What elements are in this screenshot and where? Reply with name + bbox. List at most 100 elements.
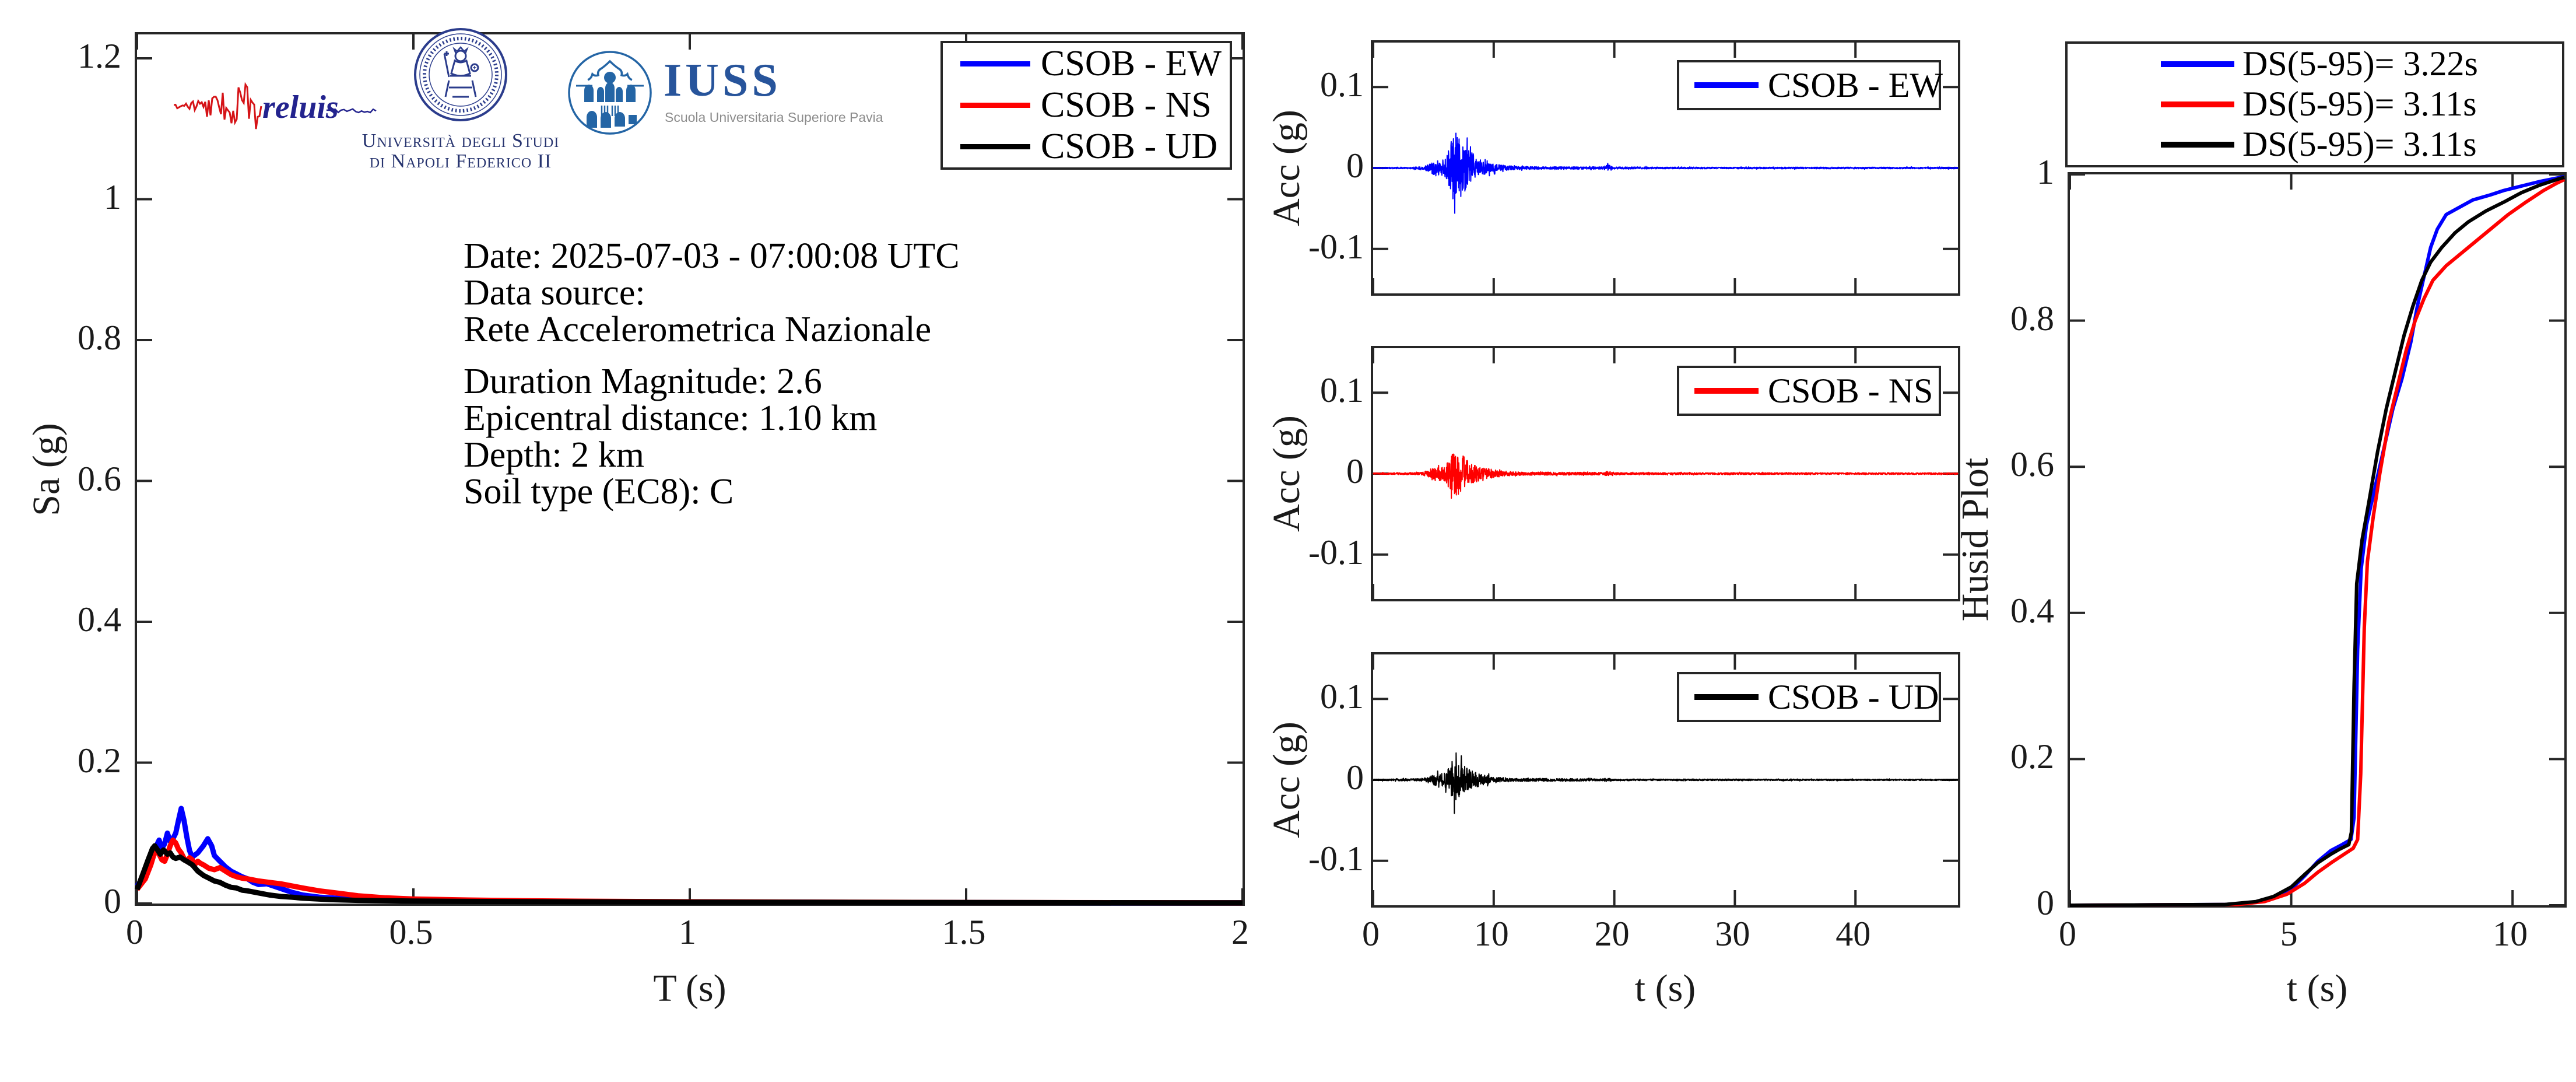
spectrum-legend: CSOB - EW CSOB - NS CSOB - UD xyxy=(940,41,1232,170)
legend-row: CSOB - NS xyxy=(1679,368,1939,414)
iuss-emblem-icon xyxy=(568,51,652,135)
husid-xtick-label: 0 xyxy=(2059,915,2076,953)
husid-plot-axes xyxy=(2068,172,2567,908)
spectrum-ytick-label: 0.4 xyxy=(78,600,121,639)
husid-x-axis-label: t (s) xyxy=(2286,967,2348,1010)
husid-xtick-label: 5 xyxy=(2280,915,2298,953)
unina-wordmark-line1: Università degli Studi xyxy=(362,130,560,152)
iuss-acronym: IUSS xyxy=(664,55,781,106)
event-date: Date: 2025-07-03 - 07:00:08 UTC xyxy=(464,236,960,276)
acc_ns-ytick-label: 0.1 xyxy=(1320,371,1364,410)
ns-line-swatch xyxy=(2161,101,2234,107)
duration-magnitude: Duration Magnitude: 2.6 xyxy=(464,362,822,401)
legend-label-ns: CSOB - NS xyxy=(1041,85,1212,125)
husid-series-0 xyxy=(2069,174,2565,907)
acc_ew-ytick-label: 0.1 xyxy=(1320,65,1364,104)
ud-line-swatch xyxy=(960,144,1030,149)
acc-ud-legend: CSOB - UD xyxy=(1677,672,1941,722)
legend-label-ew: CSOB - EW xyxy=(1768,65,1943,104)
acc_ud-xtick-label: 0 xyxy=(1362,915,1380,953)
ew-line-swatch xyxy=(960,61,1030,66)
legend-row: CSOB - NS xyxy=(943,85,1230,126)
ew-line-swatch xyxy=(2161,61,2234,67)
husid-ytick-label: 0 xyxy=(2037,884,2054,922)
spectrum-xtick-label: 2 xyxy=(1231,913,1249,951)
ns-line-swatch xyxy=(1694,388,1759,394)
legend-row: CSOB - UD xyxy=(1679,674,1939,720)
legend-row: CSOB - EW xyxy=(1679,62,1943,108)
spectrum-xtick-label: 0 xyxy=(126,913,143,951)
reluis-seismogram-icon xyxy=(174,82,262,129)
legend-label-ds-ns: DS(5-95)= 3.11s xyxy=(2242,85,2477,123)
event-info-text: Date: 2025-07-03 - 07:00:08 UTC Data sou… xyxy=(464,238,960,510)
legend-row: DS(5-95)= 3.22s xyxy=(2068,44,2562,84)
acc_ud-xtick-label: 40 xyxy=(1836,915,1871,953)
reluis-logo: reluis xyxy=(174,82,377,129)
spectrum-ytick-label: 0 xyxy=(104,882,121,920)
ud-line-swatch xyxy=(2161,141,2234,148)
spectrum-plot-surface xyxy=(134,34,1244,906)
acc_ns-series-0 xyxy=(1373,453,1959,499)
acc_ns-plot-surface xyxy=(1372,348,1959,599)
data-source-value: Rete Accelerometrica Nazionale xyxy=(464,310,932,349)
legend-label-ud: CSOB - UD xyxy=(1768,677,1939,716)
acc_ns-ytick-label: 0 xyxy=(1346,452,1364,491)
legend-row: CSOB - UD xyxy=(943,126,1230,167)
legend-label-ns: CSOB - NS xyxy=(1768,371,1933,410)
husid-ytick-label: 0.6 xyxy=(2010,445,2054,484)
spectrum-xtick-label: 0.5 xyxy=(389,913,433,951)
spectrum-series-2 xyxy=(134,843,1243,906)
acc_ud-xtick-label: 10 xyxy=(1473,915,1509,953)
spectrum-ytick-label: 0.6 xyxy=(78,459,121,498)
ew-line-swatch xyxy=(1694,82,1759,88)
spectrum-xtick-label: 1 xyxy=(679,913,696,951)
response-spectrum-axes xyxy=(134,32,1245,906)
spectrum-ytick-label: 0.2 xyxy=(78,741,121,780)
husid-ytick-label: 0.4 xyxy=(2010,591,2054,630)
legend-row: DS(5-95)= 3.11s xyxy=(2068,124,2562,164)
acc_ud-plot-surface xyxy=(1372,654,1959,905)
acc_ns-ytick-label: -0.1 xyxy=(1308,533,1364,572)
legend-label-ew: CSOB - EW xyxy=(1041,44,1222,83)
acc_ud-ytick-label: -0.1 xyxy=(1308,839,1364,878)
acc_ew-ytick-label: -0.1 xyxy=(1308,227,1364,266)
ns-line-swatch xyxy=(960,103,1030,108)
legend-label-ds-ud: DS(5-95)= 3.11s xyxy=(2242,125,2477,163)
husid-legend: DS(5-95)= 3.22s DS(5-95)= 3.11s DS(5-95)… xyxy=(2065,41,2564,167)
spectrum-ytick-label: 1 xyxy=(104,177,121,216)
data-source-label: Data source: xyxy=(464,273,645,313)
spectrum-xtick-label: 1.5 xyxy=(942,913,986,951)
spectrum-x-axis-label: T (s) xyxy=(653,967,727,1010)
unina-wordmark: Università degli Studi di Napoli Federic… xyxy=(344,131,577,171)
acc_ud-xtick-label: 30 xyxy=(1715,915,1750,953)
husid-xtick-label: 10 xyxy=(2493,915,2528,953)
spectrum-ytick-label: 0.8 xyxy=(78,318,121,358)
acc-x-axis-label: t (s) xyxy=(1634,967,1696,1010)
legend-label-ds-ew: DS(5-95)= 3.22s xyxy=(2242,44,2478,83)
acc_ew-ytick-label: 0 xyxy=(1346,146,1364,185)
iuss-subtitle: Scuola Universitaria Superiore Pavia xyxy=(665,110,883,125)
unina-wordmark-line2: di Napoli Federico II xyxy=(369,150,552,172)
legend-row: CSOB - EW xyxy=(943,43,1230,85)
acc_ud-ytick-label: 0.1 xyxy=(1320,677,1364,716)
husid-ytick-label: 1 xyxy=(2037,153,2054,191)
acc-ew-legend: CSOB - EW xyxy=(1677,60,1943,110)
legend-row: DS(5-95)= 3.11s xyxy=(2068,84,2562,124)
husid-plot-surface xyxy=(2069,173,2566,907)
acc-ns-legend: CSOB - NS xyxy=(1677,366,1941,416)
legend-label-ud: CSOB - UD xyxy=(1041,127,1218,166)
husid-series-1 xyxy=(2069,178,2566,907)
soil-type: Soil type (EC8): C xyxy=(464,472,734,512)
acc_ud-ytick-label: 0 xyxy=(1346,758,1364,797)
epicentral-distance: Epicentral distance: 1.10 km xyxy=(464,398,878,438)
reluis-tail-line xyxy=(326,108,377,114)
reluis-wordmark: reluis xyxy=(262,89,339,125)
husid-series-2 xyxy=(2069,176,2565,907)
unina-federico-ii-seal-icon xyxy=(414,28,507,121)
acc_ew-plot-surface xyxy=(1372,43,1959,293)
husid-ytick-label: 0.2 xyxy=(2010,737,2054,776)
acc_ud-xtick-label: 20 xyxy=(1594,915,1630,953)
acc_ud-series-0 xyxy=(1373,752,1959,814)
spectrum-ytick-label: 1.2 xyxy=(78,37,121,76)
